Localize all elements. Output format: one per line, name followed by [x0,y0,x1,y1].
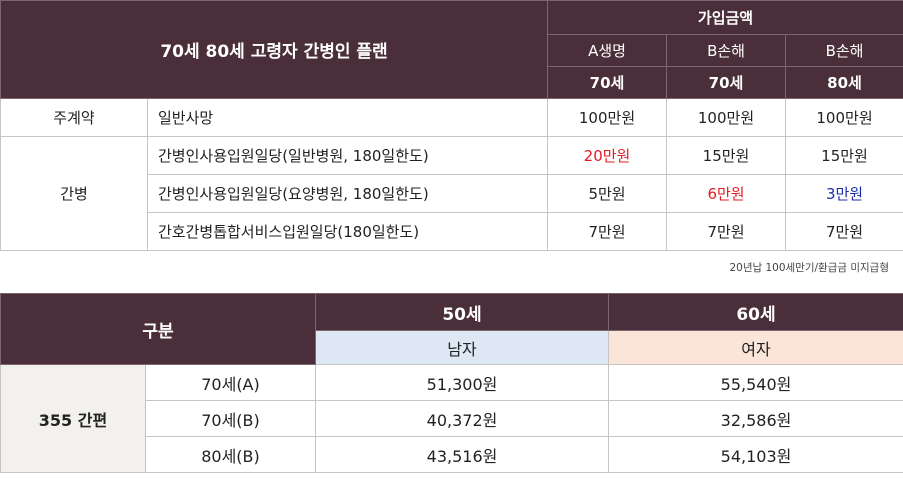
table-row: 간호간병톱합서비스입원일당(180일한도) 7만원 7만원 7만원 [1,212,903,251]
premium-cell: 51,300원 [315,364,609,401]
age-header: 70세 [666,66,787,99]
subscription-amount-header: 가입금액 [547,0,903,35]
amount-cell: 100만원 [785,98,903,137]
premium-cell: 32,586원 [608,400,903,437]
category-cell: 주계약 [0,98,148,137]
amount-cell-highlight: 20만원 [547,136,668,175]
coverage-item: 간병인사용입원일당(요양병원, 180일한도) [146,174,549,213]
plan-note: 20년납 100세만기/환급금 미지급형 [729,262,889,274]
amount-cell: 100만원 [547,98,668,137]
category-header: 구분 [0,293,316,365]
amount-cell: 7만원 [547,212,668,251]
category-cell: 간병 [0,136,148,251]
gender-female-header: 여자 [608,330,903,365]
table-row: 간병 간병인사용입원일당(일반병원, 180일한도) 20만원 15만원 15만… [0,136,903,251]
table-row: 간병인사용입원일당(요양병원, 180일한도) 5만원 6만원 3만원 [1,174,903,213]
row-label: 70세(B) [145,400,316,437]
insurer-header: B손해 [785,34,903,67]
table-row: 355 간편 70세(A) 51,300원 55,540원 [0,364,903,473]
row-label: 70세(A) [145,364,316,401]
age-header: 70세 [547,66,668,99]
age-header-60: 60세 [608,293,903,331]
amount-cell-highlight: 6만원 [666,174,787,213]
table-row: 주계약 일반사망 100만원 100만원 100만원 [0,98,903,137]
amount-cell: 100만원 [666,98,787,137]
amount-cell: 15만원 [785,136,903,175]
row-group-label: 355 간편 [0,364,146,473]
coverage-item: 일반사망 [146,98,549,137]
amount-cell: 7만원 [666,212,787,251]
plan-table: 70세 80세 고령자 간병인 플랜 가입금액 A생명 B손해 B손해 70세 … [0,0,903,251]
table-row: 70세(B) 40,372원 32,586원 [1,400,903,437]
coverage-item: 간병인사용입원일당(일반병원, 180일한도) [146,136,549,175]
age-header: 80세 [785,66,903,99]
insurer-header: B손해 [666,34,787,67]
amount-cell-highlight: 3만원 [785,174,903,213]
premium-cell: 55,540원 [608,364,903,401]
amount-cell: 7만원 [785,212,903,251]
table-row: 80세(B) 43,516원 54,103원 [1,436,903,473]
plan-title: 70세 80세 고령자 간병인 플랜 [0,0,549,99]
gender-male-header: 남자 [315,330,609,365]
amount-cell: 15만원 [666,136,787,175]
premium-cell: 43,516원 [315,436,609,473]
amount-cell: 5만원 [547,174,668,213]
premium-cell: 54,103원 [608,436,903,473]
premium-table: 구분 50세 60세 남자 여자 355 간편 70세(A) 51,300원 5… [0,293,903,473]
premium-cell: 40,372원 [315,400,609,437]
row-label: 80세(B) [145,436,316,473]
coverage-item: 간호간병톱합서비스입원일당(180일한도) [146,212,549,251]
age-header-50: 50세 [315,293,609,331]
insurer-header: A생명 [547,34,668,67]
